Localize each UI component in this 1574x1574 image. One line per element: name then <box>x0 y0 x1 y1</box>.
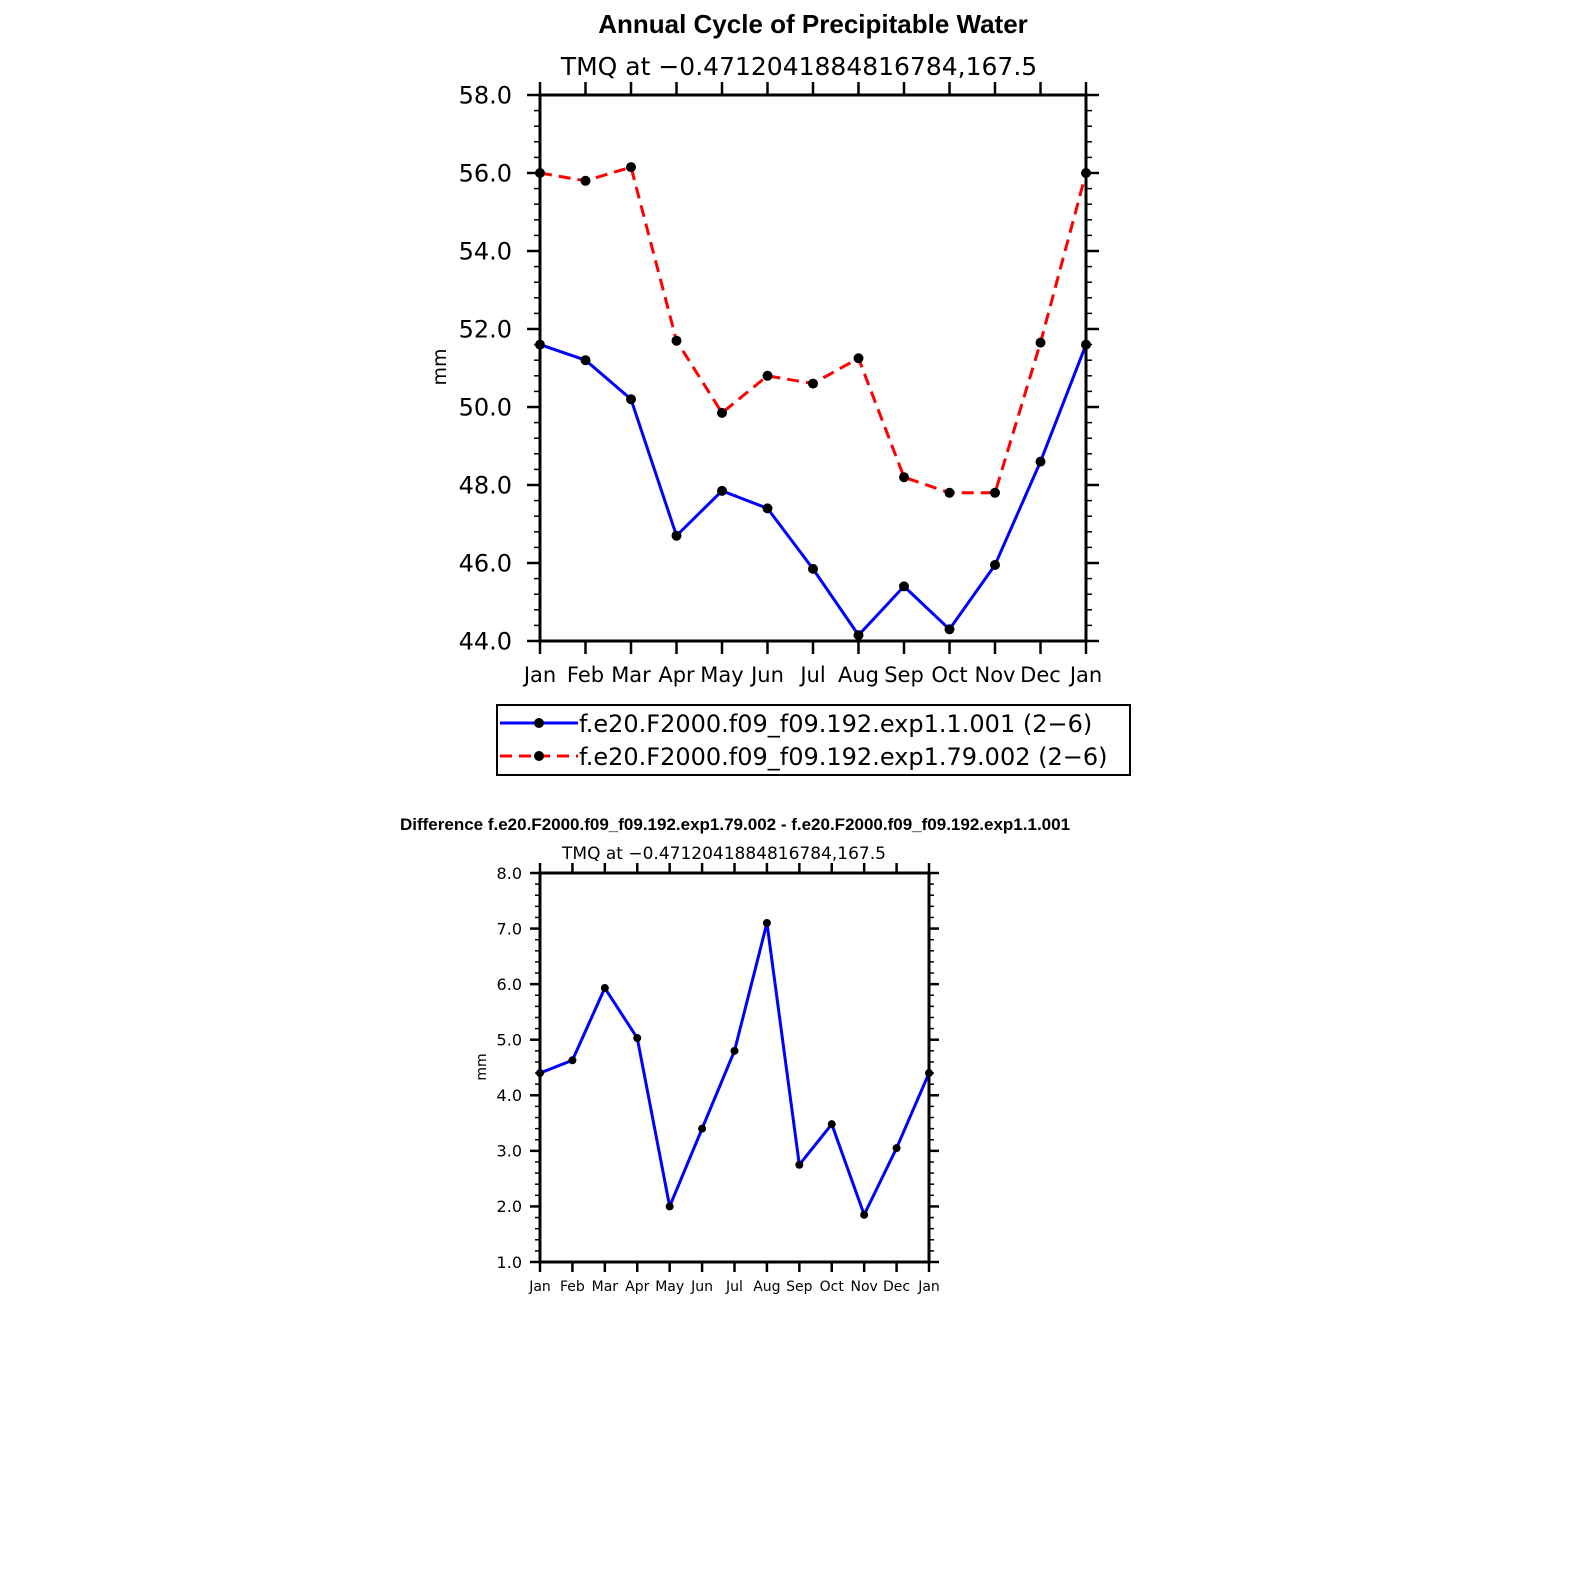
difference-series-1-point <box>600 984 609 993</box>
y-tick-label: 52.0 <box>459 316 512 344</box>
difference-x-tick-label: Oct <box>820 1279 845 1295</box>
difference-x-tick-label: Jun <box>690 1279 713 1295</box>
difference-y-tick-label: 2.0 <box>497 1197 522 1216</box>
difference-y-tick-label: 6.0 <box>497 975 522 994</box>
difference-y-tick-label: 7.0 <box>497 919 522 938</box>
y-tick-label: 54.0 <box>459 238 512 266</box>
difference-series-1-point <box>860 1210 869 1219</box>
x-tick-label: Aug <box>838 663 879 687</box>
series-2-point <box>808 378 818 389</box>
annual-cycle-chart: Annual Cycle of Precipitable Water TMQ a… <box>429 9 1102 687</box>
x-tick-label: Jan <box>1068 663 1102 687</box>
series-2-point <box>626 162 636 173</box>
legend-label-series-2: f.e20.F2000.f09_f09.192.exp1.79.002 (2−6… <box>579 743 1107 771</box>
series-1-point <box>899 581 909 592</box>
difference-y-tick-label: 8.0 <box>497 864 522 883</box>
series-2-point <box>853 353 864 364</box>
series-1-point <box>853 630 864 641</box>
series-1-point <box>671 530 682 541</box>
difference-x-tick-label: Jan <box>917 1279 940 1295</box>
x-tick-label: Apr <box>658 663 695 687</box>
legend-entry-series-2: f.e20.F2000.f09_f09.192.exp1.79.002 (2−6… <box>500 743 1107 771</box>
series-2-point <box>990 487 1000 498</box>
legend-entry-series-1: f.e20.F2000.f09_f09.192.exp1.1.001 (2−6) <box>500 710 1092 738</box>
difference-x-tick-label: May <box>655 1279 684 1295</box>
difference-chart-title: Difference f.e20.F2000.f09_f09.192.exp1.… <box>400 815 1070 834</box>
difference-x-tick-label: Mar <box>592 1279 619 1295</box>
y-tick-label: 56.0 <box>459 160 512 188</box>
y-tick-label: 58.0 <box>459 82 512 110</box>
difference-x-tick-label: Apr <box>625 1279 649 1295</box>
y-tick-label: 44.0 <box>459 628 512 656</box>
difference-chart-subtitle: TMQ at −0.4712041884816784,167.5 <box>561 844 886 864</box>
series-2-point <box>944 487 955 498</box>
difference-x-tick-label: Dec <box>883 1279 910 1295</box>
series-2-line <box>539 165 1088 495</box>
difference-series-1-point <box>762 919 771 928</box>
difference-series-1-point <box>892 1144 901 1153</box>
series-2-point <box>1035 337 1046 348</box>
series-1-point <box>717 485 727 496</box>
x-tick-label: Feb <box>567 663 604 687</box>
legend-box <box>496 704 1131 776</box>
series-2-point <box>671 335 682 346</box>
legend-label-series-1: f.e20.F2000.f09_f09.192.exp1.1.001 (2−6) <box>579 710 1092 738</box>
x-tick-label: Jan <box>522 663 556 687</box>
difference-series-1-point <box>665 1202 674 1211</box>
difference-series-1-point <box>795 1160 804 1169</box>
difference-x-tick-label: Feb <box>560 1279 585 1295</box>
chart-title: Annual Cycle of Precipitable Water <box>598 9 1028 39</box>
x-tick-label: May <box>700 663 743 687</box>
legend-marker-series-2 <box>534 751 544 761</box>
series-2-point <box>762 370 773 381</box>
difference-series-1-point <box>730 1046 739 1055</box>
difference-y-tick-label: 3.0 <box>497 1142 522 1161</box>
x-tick-label: Jun <box>749 663 784 687</box>
difference-y-tick-label: 1.0 <box>497 1253 522 1272</box>
series-1-point <box>808 563 818 574</box>
chart-subtitle: TMQ at −0.4712041884816784,167.5 <box>560 52 1037 81</box>
x-tick-label: Jul <box>798 663 825 687</box>
difference-series-1-point <box>633 1034 642 1043</box>
plot-frame <box>538 93 1088 643</box>
series-2-point <box>580 175 591 186</box>
series-1-point <box>626 394 636 405</box>
y-tick-label: 50.0 <box>459 394 512 422</box>
difference-y-tick-label: 4.0 <box>497 1086 522 1105</box>
difference-chart: Difference f.e20.F2000.f09_f09.192.exp1.… <box>400 815 1070 1295</box>
x-tick-label: Dec <box>1020 663 1061 687</box>
series-1-point <box>990 559 1000 570</box>
difference-y-tick-label: 5.0 <box>497 1030 522 1049</box>
series-1-point <box>762 503 773 514</box>
series-1-point <box>944 624 955 635</box>
difference-series-1-point <box>827 1120 836 1129</box>
legend-marker-series-1 <box>534 718 544 728</box>
y-tick-label: 48.0 <box>459 472 512 500</box>
difference-series-1-point <box>568 1056 577 1065</box>
x-tick-label: Mar <box>611 663 651 687</box>
series-1-point <box>580 355 591 366</box>
x-tick-label: Oct <box>931 663 967 687</box>
y-tick-label: 46.0 <box>459 550 512 578</box>
difference-y-axis-label: mm <box>474 1053 490 1080</box>
difference-x-tick-label: Nov <box>851 1279 878 1295</box>
difference-x-tick-label: Jan <box>528 1279 551 1295</box>
difference-plot-frame <box>538 871 931 1264</box>
legend: f.e20.F2000.f09_f09.192.exp1.1.001 (2−6)… <box>496 704 1131 776</box>
difference-series-1-point <box>698 1124 707 1133</box>
difference-x-tick-label: Jul <box>725 1279 743 1295</box>
difference-x-tick-label: Sep <box>786 1279 813 1295</box>
x-tick-label: Sep <box>884 663 924 687</box>
x-tick-label: Nov <box>975 663 1016 687</box>
difference-series-1-line <box>539 921 931 1217</box>
difference-x-tick-label: Aug <box>753 1279 780 1295</box>
series-1-point <box>1035 456 1046 467</box>
series-2-point <box>717 407 727 418</box>
series-2-point <box>899 472 909 483</box>
y-axis-label: mm <box>429 348 451 385</box>
